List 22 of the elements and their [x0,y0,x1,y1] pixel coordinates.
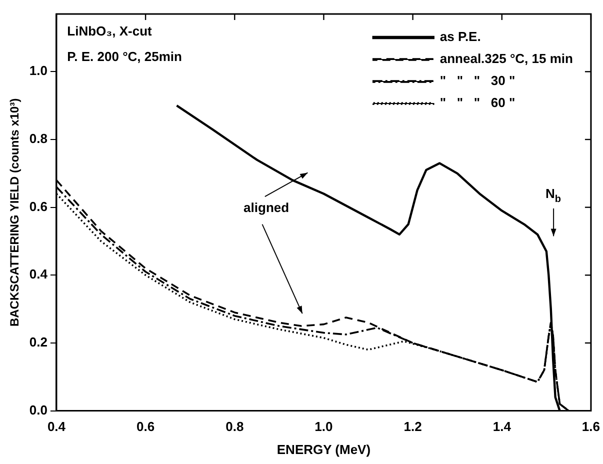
y-tick-label: 1.0 [29,63,48,78]
x-axis-title: ENERGY (MeV) [276,442,371,457]
x-tick-label: 1.4 [492,419,512,434]
y-tick-label: 0.2 [29,334,48,350]
y-axis-title: BACKSCATTERING YIELD (counts x10³) [8,98,22,327]
y-tick-label: 0.0 [29,402,48,418]
annotation: LiNbO₃, X-cut [67,23,153,38]
annotation: aligned [244,200,290,216]
x-tick-label: 1.0 [314,419,333,434]
y-tick-label: 0.8 [29,131,48,146]
legend-label: as P.E. [440,29,481,44]
legend-label: " " " 60 " [440,95,516,110]
x-tick-label: 1.2 [404,419,422,434]
x-tick-label: 0.4 [47,419,66,434]
x-tick-label: 0.8 [226,419,244,434]
annotation: P. E. 200 °C, 25min [67,49,182,64]
legend-label: anneal.325 °C, 15 min [440,51,574,66]
legend-label: " " " 30 " [440,73,516,88]
x-tick-label: 1.6 [582,419,600,434]
y-tick-label: 0.6 [29,198,48,214]
x-tick-label: 0.6 [136,419,155,434]
y-tick-label: 0.4 [29,266,48,282]
